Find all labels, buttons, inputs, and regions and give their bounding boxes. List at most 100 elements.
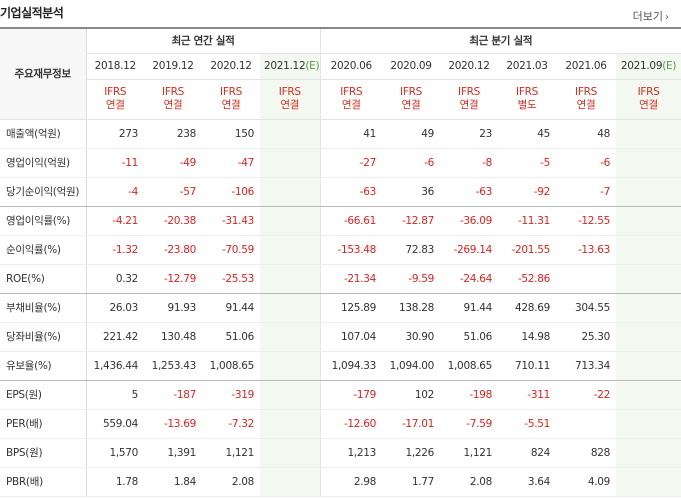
table-cell: 1,121: [202, 438, 260, 468]
table-cell: -269.14: [440, 235, 498, 265]
table-cell: -63: [440, 177, 498, 207]
column-ifrs-header: IFRS 연결: [86, 79, 144, 120]
table-cell: [260, 322, 320, 352]
column-date-header: 2018.12: [86, 53, 144, 80]
column-ifrs-header: IFRS 연결: [382, 79, 440, 120]
table-cell: -106: [202, 177, 260, 207]
table-cell: [260, 438, 320, 468]
table-cell: [616, 467, 681, 497]
column-ifrs-header: IFRS 연결: [616, 79, 681, 120]
table-cell: [260, 380, 320, 410]
more-label: 더보기: [632, 10, 663, 23]
row-label: ROE(%): [0, 264, 87, 294]
table-cell: 713.34: [556, 351, 616, 381]
table-cell: 1,008.65: [202, 351, 260, 381]
table-row: 영업이익률(%) -4.21 -20.38 -31.43 -66.61 -12.87 -36…: [0, 206, 681, 236]
column-ifrs-header: IFRS 연결: [556, 79, 616, 120]
ifrs-label: IFRS: [637, 86, 660, 98]
table-cell: 2.98: [319, 467, 382, 497]
row-label: 매출액(억원): [0, 119, 87, 149]
table-cell: 25.30: [556, 322, 616, 352]
table-cell: [260, 235, 320, 265]
table-cell: 221.42: [86, 322, 144, 352]
row-label: EPS(원): [0, 380, 87, 410]
column-ifrs-header: IFRS 연결: [440, 79, 498, 120]
table-cell: 5: [86, 380, 144, 410]
table-cell: 49: [382, 119, 440, 149]
basis-label: 연결: [401, 99, 421, 111]
table-cell: [260, 119, 320, 149]
table-cell: -12.55: [556, 206, 616, 236]
table-cell: -12.79: [144, 264, 202, 294]
row-label: 유보율(%): [0, 351, 87, 381]
table-cell: [616, 235, 681, 265]
table-cell: -187: [144, 380, 202, 410]
table-cell: [260, 177, 320, 207]
table-cell: [260, 148, 320, 178]
table-cell: 428.69: [498, 293, 556, 323]
basis-label: 연결: [576, 99, 596, 111]
table-cell: [260, 467, 320, 497]
table-cell: 1,253.43: [144, 351, 202, 381]
table-cell: [616, 322, 681, 352]
table-cell: 1,391: [144, 438, 202, 468]
table-row: PBR(배) 1.78 1.84 2.08 2.98 1.77 2.08 3.64 4.09: [0, 467, 681, 497]
row-label: 부채비율(%): [0, 293, 87, 323]
table-cell: [616, 119, 681, 149]
column-date-header: 2021.03: [498, 53, 556, 80]
table-cell: 1,094.33: [319, 351, 382, 381]
table-cell: 4.09: [556, 467, 616, 497]
table-cell: -6: [382, 148, 440, 178]
table-cell: [556, 264, 616, 294]
column-ifrs-header: IFRS 연결: [319, 79, 382, 120]
table-cell: [616, 264, 681, 294]
chevron-right-icon: ›: [665, 12, 669, 23]
table-cell: 304.55: [556, 293, 616, 323]
table-cell: 150: [202, 119, 260, 149]
table-cell: 238: [144, 119, 202, 149]
table-cell: 1,094.00: [382, 351, 440, 381]
table-cell: -5.51: [498, 409, 556, 439]
table-cell: -92: [498, 177, 556, 207]
column-ifrs-header: IFRS 연결: [144, 79, 202, 120]
table-cell: [616, 351, 681, 381]
column-date-header: 2021.06: [556, 53, 616, 80]
ifrs-label: IFRS: [220, 86, 242, 98]
table-cell: -17.01: [382, 409, 440, 439]
table-cell: -25.53: [202, 264, 260, 294]
table-cell: -22: [556, 380, 616, 410]
table-cell: [616, 177, 681, 207]
table-cell: 102: [382, 380, 440, 410]
ifrs-label: IFRS: [340, 86, 363, 98]
table-row: ROE(%) 0.32 -12.79 -25.53 -21.34 -9.59 -24.64-…: [0, 264, 681, 294]
table-cell: [260, 409, 320, 439]
table-row: 당좌비율(%) 221.42 130.48 51.06 107.04 30.90 51.06…: [0, 322, 681, 352]
annual-group-header: 최근 연간 실적: [86, 28, 320, 54]
column-ifrs-header: IFRS 연결: [260, 79, 320, 120]
table-cell: 1.77: [382, 467, 440, 497]
table-cell: 828: [556, 438, 616, 468]
ifrs-label: IFRS: [162, 86, 184, 98]
table-cell: -49: [144, 148, 202, 178]
table-cell: 45: [498, 119, 556, 149]
table-cell: -311: [498, 380, 556, 410]
table-cell: 130.48: [144, 322, 202, 352]
row-label: PBR(배): [0, 467, 87, 497]
basis-label: 연결: [639, 99, 658, 111]
column-date-header: 2020.12: [440, 53, 498, 80]
table-cell: 125.89: [319, 293, 382, 323]
table-cell: -153.48: [319, 235, 382, 265]
table-cell: 1,570: [86, 438, 144, 468]
table-cell: 1,213: [319, 438, 382, 468]
table-row: 유보율(%) 1,436.44 1,253.43 1,008.65 1,094.33 1,…: [0, 351, 681, 381]
table-cell: 91.44: [440, 293, 498, 323]
table-cell: 3.64: [498, 467, 556, 497]
table-cell: 48: [556, 119, 616, 149]
table-cell: 14.98: [498, 322, 556, 352]
table-row: 부채비율(%) 26.03 91.93 91.44 125.89 138.28 91.44 4…: [0, 293, 681, 323]
table-cell: 23: [440, 119, 498, 149]
column-ifrs-header: IFRS 별도: [498, 79, 556, 120]
more-link[interactable]: 더보기 ›: [633, 8, 669, 24]
table-cell: -1.32: [86, 235, 144, 265]
table-cell: -11: [86, 148, 144, 178]
